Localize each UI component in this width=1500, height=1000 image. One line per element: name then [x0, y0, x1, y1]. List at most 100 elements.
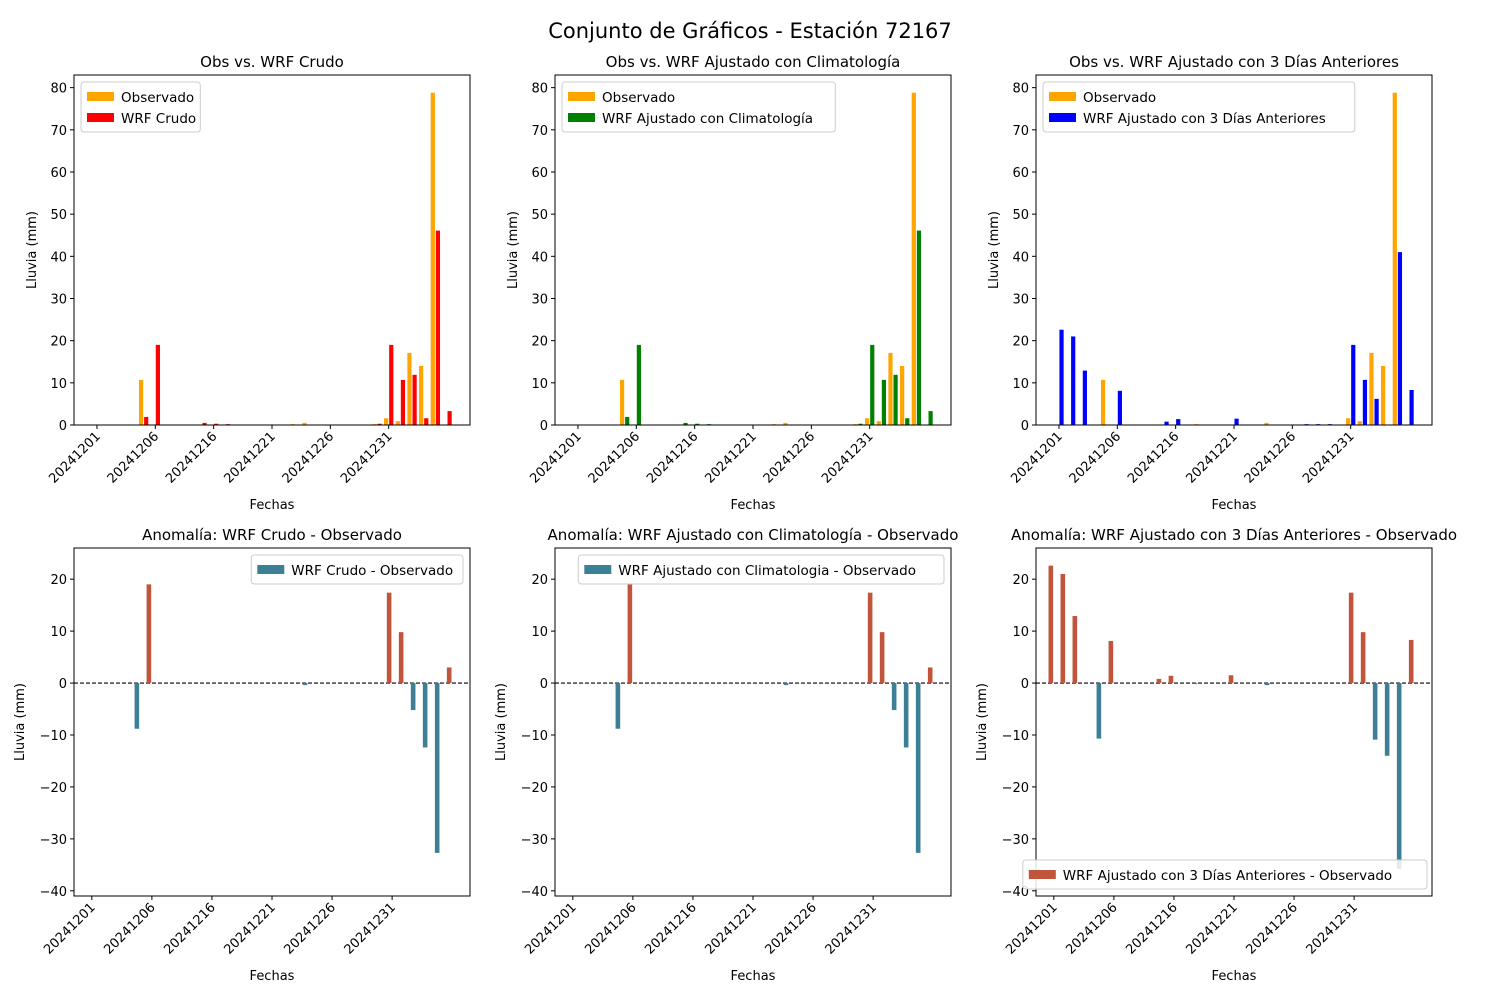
- x-tick-label: 20241221: [1183, 900, 1240, 957]
- bar-1-8: [302, 422, 307, 425]
- bar-1-10: [384, 418, 389, 425]
- y-tick-label: 80: [531, 82, 548, 97]
- bar-2-9: [400, 379, 406, 425]
- x-tick-label: 20241231: [819, 429, 876, 486]
- legend: Observado WRF Ajustado con Climatología: [561, 81, 836, 133]
- legend: Observado WRF Ajustado con 3 Días Anterio…: [1042, 81, 1356, 133]
- bar-2-12: [916, 230, 922, 425]
- bar-2-9: [881, 379, 887, 425]
- legend-swatch: [1049, 92, 1076, 101]
- bar-2-12: [1351, 344, 1356, 425]
- bar-1-11: [1348, 592, 1354, 684]
- bar-2-2: [636, 344, 641, 425]
- y-tick-label: 20: [50, 335, 67, 350]
- bar-1-13: [1372, 683, 1378, 740]
- bar-1-6: [410, 683, 416, 711]
- legend-box: [250, 554, 464, 585]
- x-tick-label: 20241201: [41, 900, 98, 957]
- y-axis-label: Lluvia (mm): [975, 683, 990, 761]
- bar-2-5: [1164, 421, 1169, 425]
- chart-title: Obs vs. WRF Ajustado con 3 Días Anterior…: [1069, 53, 1399, 71]
- bar-1-4: [1346, 418, 1351, 425]
- x-tick-label: 20241206: [1067, 429, 1124, 486]
- legend-entry: Observado: [1083, 90, 1156, 106]
- figure-title: Conjunto de Gráficos - Estación 72167: [548, 19, 952, 43]
- axes-frame: [73, 547, 471, 897]
- bar-1-7: [1381, 365, 1386, 425]
- y-tick-label: 60: [1012, 166, 1029, 181]
- bar-1-12: [407, 352, 412, 425]
- legend-swatch: [568, 92, 595, 101]
- y-tick-label: −20: [1002, 781, 1029, 796]
- bar-1-6: [1156, 678, 1162, 684]
- legend-entry: Observado: [121, 90, 194, 106]
- y-tick-label: 10: [1012, 377, 1029, 392]
- x-tick-label: 20241216: [161, 900, 218, 957]
- x-tick-label: 20241206: [105, 429, 162, 486]
- bar-1-2: [1060, 573, 1066, 684]
- bar-2-10: [412, 374, 417, 425]
- y-tick-label: 0: [540, 677, 548, 692]
- legend-entry: WRF Ajustado con Climatología: [602, 111, 813, 127]
- bar-2-8: [870, 344, 875, 425]
- bar-2-4: [214, 423, 219, 425]
- bar-1-7: [1168, 675, 1174, 684]
- y-axis-label: Lluvia (mm): [987, 211, 1002, 289]
- y-tick-label: −10: [521, 729, 548, 744]
- y-tick-label: −10: [1002, 729, 1029, 744]
- bar-1-5: [398, 632, 404, 684]
- bar-1-12: [1360, 632, 1366, 684]
- legend-entry: Observado: [602, 90, 675, 106]
- bar-1-5: [865, 418, 870, 425]
- bar-1-2: [627, 584, 633, 684]
- x-axis-label: Fechas: [250, 969, 295, 984]
- chart-title: Obs vs. WRF Ajustado con Climatología: [606, 53, 901, 71]
- legend-swatch: [568, 113, 595, 122]
- x-tick-label: 20241216: [1125, 429, 1182, 486]
- y-tick-label: 40: [50, 250, 67, 265]
- x-tick-label: 20241231: [823, 900, 880, 957]
- x-axis-label: Fechas: [1212, 498, 1257, 513]
- y-tick-label: 0: [1021, 419, 1029, 434]
- bar-1-11: [395, 421, 400, 425]
- y-tick-label: 10: [50, 377, 67, 392]
- chart-title: Anomalía: WRF Ajustado con Climatología …: [548, 526, 959, 544]
- y-tick-label: −10: [40, 729, 67, 744]
- y-tick-label: 70: [1012, 124, 1029, 139]
- y-axis-label: Lluvia (mm): [13, 683, 28, 761]
- bar-1-3: [783, 422, 788, 425]
- bar-1-3: [1264, 422, 1269, 425]
- y-tick-label: 40: [531, 250, 548, 265]
- bar-1-3: [1072, 616, 1078, 684]
- x-tick-label: 20241206: [586, 429, 643, 486]
- legend: Observado WRF Crudo: [80, 81, 201, 133]
- bar-2-3: [683, 422, 688, 425]
- bar-1-8: [434, 683, 440, 853]
- bar-2-1: [625, 416, 630, 425]
- bar-2-4: [695, 423, 700, 425]
- x-axis-label: Fechas: [1212, 969, 1257, 984]
- bar-1-1: [1100, 379, 1106, 425]
- y-tick-label: 50: [50, 208, 67, 223]
- bar-1-8: [1392, 92, 1397, 426]
- y-tick-label: 30: [1012, 292, 1029, 307]
- x-tick-label: 20241201: [522, 900, 579, 957]
- y-tick-label: −30: [521, 833, 548, 848]
- y-tick-label: 30: [531, 292, 548, 307]
- legend-box: [1022, 859, 1428, 890]
- chart-panel-2: 0 10 20 30 40 50 60 70 80 20241201 20241206 2024121…: [506, 53, 952, 513]
- chart-panel-1: 0 10 20 30 40 50 60 70 80 20241201 20241206 2024121…: [25, 53, 471, 513]
- x-tick-label: 20241201: [1003, 900, 1060, 957]
- bar-2-1: [1059, 329, 1064, 425]
- bar-2-3: [202, 422, 207, 425]
- y-tick-label: 20: [1012, 573, 1029, 588]
- bar-2-10: [893, 374, 898, 425]
- x-tick-label: 20241206: [101, 900, 158, 957]
- y-tick-label: −30: [1002, 833, 1029, 848]
- legend-swatch: [87, 113, 114, 122]
- bar-1-14: [1384, 683, 1390, 756]
- bar-2-13: [447, 411, 452, 425]
- x-tick-label: 20241221: [702, 900, 759, 957]
- y-tick-label: 10: [531, 625, 548, 640]
- chart-panel-5: −40 −30 −20 −10 0 10 20 20241201 20241206 2024121…: [494, 526, 958, 984]
